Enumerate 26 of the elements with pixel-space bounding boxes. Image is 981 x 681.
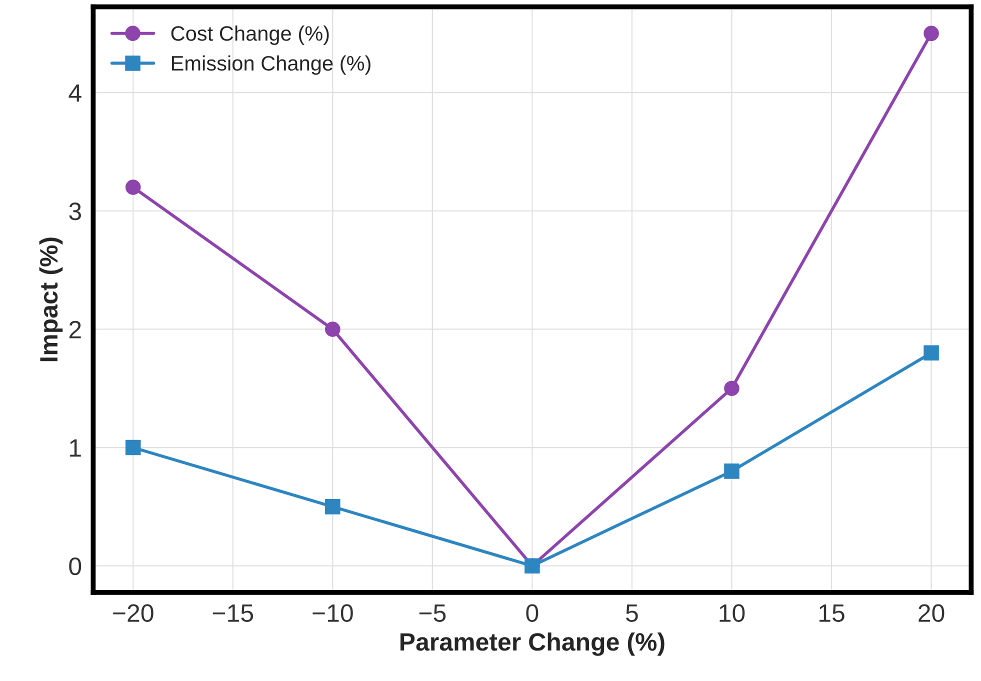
- point: [924, 26, 939, 42]
- y-tick-label: 1: [70, 439, 81, 457]
- x-tick-label: 15: [820, 604, 844, 622]
- point: [125, 180, 141, 195]
- x-tick-label: 0: [526, 604, 538, 622]
- legend-label: Cost Change (%): [171, 26, 329, 45]
- legend-label: Emission Change (%): [172, 55, 370, 75]
- point: [724, 380, 740, 396]
- point: [125, 440, 141, 456]
- x-axis-title: Parameter Change (%): [400, 632, 664, 656]
- y-tick-label: 4: [68, 84, 82, 102]
- point: [325, 322, 340, 337]
- point: [325, 499, 340, 514]
- x-tick-label: −10: [312, 604, 353, 622]
- y-tick-label: 2: [69, 320, 81, 338]
- x-tick-label: 10: [720, 604, 745, 622]
- point: [924, 345, 939, 361]
- x-tick-label: −15: [212, 604, 254, 622]
- x-tick-label: 20: [918, 604, 944, 622]
- y-tick-label: 0: [69, 557, 82, 576]
- x-tick-label: −20: [113, 604, 154, 622]
- y-tick-label: 3: [69, 202, 81, 220]
- y-axis-title: Impact (%): [39, 238, 63, 362]
- point: [724, 464, 740, 479]
- x-tick-label: 5: [626, 604, 638, 622]
- x-tick-label: −5: [419, 604, 446, 622]
